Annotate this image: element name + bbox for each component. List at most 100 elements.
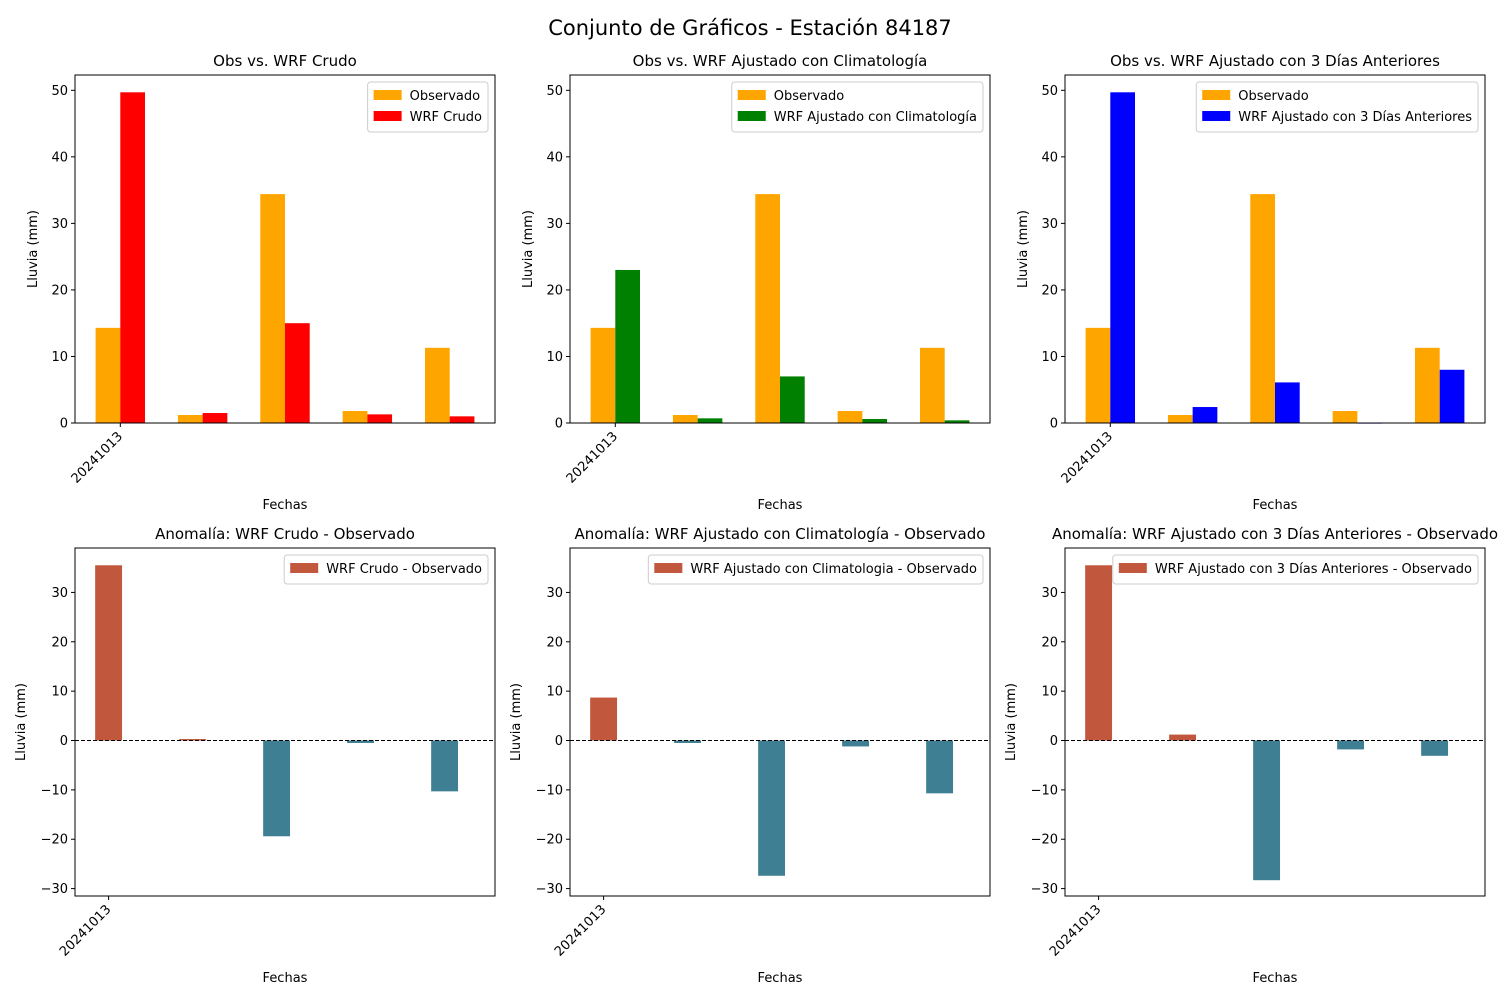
legend-swatch-2 <box>737 111 766 121</box>
legend-frame <box>1195 81 1479 133</box>
bar-1-3 <box>758 740 786 876</box>
bar-1-5 <box>1421 740 1449 756</box>
bar-1-3 <box>1253 740 1281 881</box>
bar-2-3 <box>285 323 310 423</box>
bar-2-2 <box>202 413 228 423</box>
x-axis-label: Fechas <box>263 498 308 513</box>
y-tick-label: 10 <box>51 685 68 700</box>
x-axis-label: Fechas <box>263 971 308 986</box>
chart-title: Anomalía: WRF Crudo - Observado <box>155 525 415 543</box>
bar-2-1 <box>120 92 145 423</box>
legend-frame <box>731 81 984 133</box>
bar-2-3 <box>780 376 805 423</box>
y-tick-label: −10 <box>41 783 68 798</box>
legend: Observado WRF Ajustado con Climatología <box>731 81 984 133</box>
y-tick-label: 0 <box>555 417 563 432</box>
legend-swatch-1 <box>654 563 683 573</box>
bar-1-5 <box>920 347 945 423</box>
chart-panel-4: −30 −20 −10 0 10 20 30 20241013 Anomalía: WRF Cr… <box>14 525 496 986</box>
y-tick-label: 20 <box>51 635 68 650</box>
y-tick-label: 10 <box>51 350 68 365</box>
x-axis-label: Fechas <box>1253 498 1298 513</box>
x-tick-label: 20241013 <box>69 429 126 486</box>
chart-title: Anomalía: WRF Ajustado con 3 Días Anteri… <box>1052 525 1498 543</box>
bar-1-1 <box>95 565 123 741</box>
chart-panel-2: 0 10 20 30 40 50 20241013 Obs vs. WRF Ajustado … <box>521 52 991 513</box>
chart-title: Obs vs. WRF Ajustado con 3 Días Anterior… <box>1110 52 1440 70</box>
legend-swatch-1 <box>373 90 402 100</box>
y-tick-label: −20 <box>41 833 68 848</box>
bar-2-4 <box>862 419 888 423</box>
y-tick-label: 10 <box>1041 685 1058 700</box>
legend-swatch-2 <box>373 111 402 121</box>
y-tick-label: 50 <box>546 84 563 99</box>
bar-1-5 <box>425 347 450 423</box>
y-axis-label: Lluvia (mm) <box>509 683 524 761</box>
x-axis-label: Fechas <box>1253 971 1298 986</box>
y-tick-label: −30 <box>536 882 563 897</box>
y-tick-label: 40 <box>51 150 68 165</box>
figure-title: Conjunto de Gráficos - Estación 84187 <box>548 16 952 40</box>
plot-frame <box>1064 74 1486 424</box>
bar-2-3 <box>1275 382 1300 423</box>
x-tick-label: 20241013 <box>1059 429 1116 486</box>
y-tick-label: 50 <box>1041 84 1058 99</box>
bar-1-2 <box>179 739 207 741</box>
x-tick-label: 20241013 <box>552 902 609 959</box>
y-axis-label: Lluvia (mm) <box>1004 683 1019 761</box>
bar-1-4 <box>1337 740 1365 750</box>
bar-1-1 <box>590 327 616 423</box>
x-axis-label: Fechas <box>758 498 803 513</box>
x-axis-label: Fechas <box>758 971 803 986</box>
bar-1-4 <box>842 740 870 747</box>
y-tick-label: −20 <box>536 833 563 848</box>
bar-1-2 <box>1167 415 1193 423</box>
bar-1-1 <box>1085 327 1111 423</box>
x-tick-label: 20241013 <box>57 902 114 959</box>
y-tick-label: 30 <box>1041 217 1058 232</box>
y-tick-label: 20 <box>51 283 68 298</box>
plot-frame <box>569 547 991 897</box>
legend: WRF Ajustado con 3 Días Anteriores - Obs… <box>1112 554 1479 585</box>
plot-frame <box>74 74 496 424</box>
legend-label-2: WRF Ajustado con Climatología <box>774 110 977 125</box>
y-axis-label: Lluvia (mm) <box>521 210 536 288</box>
legend: Observado WRF Ajustado con 3 Días Anterio… <box>1195 81 1479 133</box>
y-tick-label: 0 <box>60 417 68 432</box>
legend-frame <box>1112 554 1479 585</box>
y-tick-label: 30 <box>546 586 563 601</box>
y-tick-label: 20 <box>1041 635 1058 650</box>
y-tick-label: −30 <box>1031 882 1058 897</box>
y-tick-label: 0 <box>60 734 68 749</box>
y-tick-label: 30 <box>1041 586 1058 601</box>
bar-2-1 <box>615 269 640 423</box>
bar-1-1 <box>590 697 618 741</box>
chart-title: Obs vs. WRF Crudo <box>213 52 357 70</box>
bar-2-2 <box>697 418 723 423</box>
legend-swatch-2 <box>1202 111 1231 121</box>
y-tick-label: 40 <box>546 150 563 165</box>
y-axis-label: Lluvia (mm) <box>1016 210 1031 288</box>
bar-1-2 <box>177 415 203 423</box>
bar-1-3 <box>260 194 285 423</box>
chart-panel-5: −30 −20 −10 0 10 20 30 20241013 Anomalía: WRF Aj… <box>509 525 991 986</box>
bar-1-3 <box>263 740 291 837</box>
legend: Observado WRF Crudo <box>367 81 489 133</box>
legend-label-1: WRF Crudo - Observado <box>326 562 482 577</box>
bar-1-2 <box>674 740 702 743</box>
bar-2-2 <box>1192 407 1218 423</box>
chart-title: Obs vs. WRF Ajustado con Climatología <box>633 52 928 70</box>
legend: WRF Ajustado con Climatologia - Observad… <box>647 554 984 585</box>
bar-2-5 <box>449 416 475 423</box>
bar-1-4 <box>347 740 375 743</box>
legend-frame <box>647 554 984 585</box>
plot-frame <box>74 547 496 897</box>
y-tick-label: 10 <box>1041 350 1058 365</box>
x-tick-label: 20241013 <box>564 429 621 486</box>
y-tick-label: 10 <box>546 685 563 700</box>
bar-1-5 <box>926 740 954 794</box>
y-tick-label: 20 <box>1041 283 1058 298</box>
legend-frame <box>283 554 489 585</box>
legend-label-2: WRF Crudo <box>410 110 482 125</box>
